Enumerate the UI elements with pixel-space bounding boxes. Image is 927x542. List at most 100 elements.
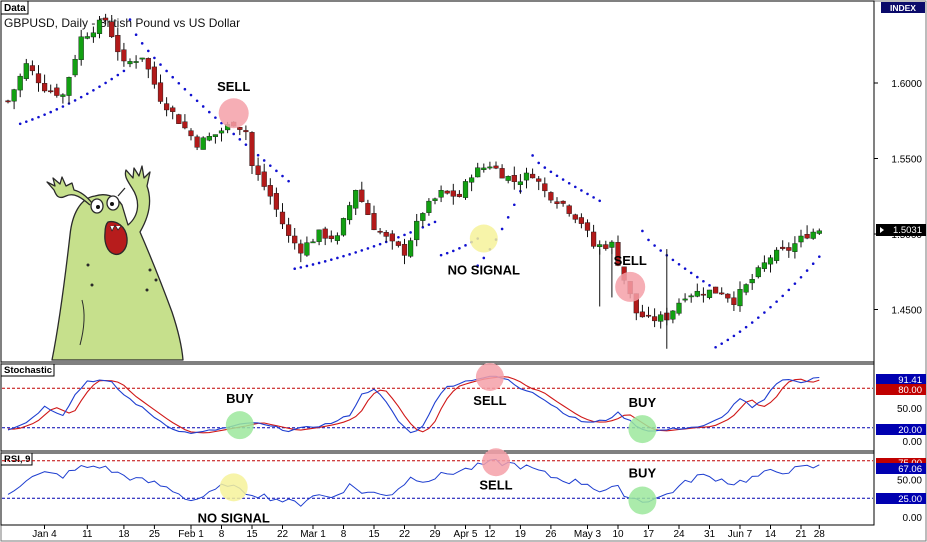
candle	[395, 240, 402, 248]
candle	[371, 205, 377, 231]
signal-label: SELL	[217, 79, 250, 94]
sar-dot	[793, 282, 797, 285]
stochastic-tab[interactable]: Stochastic	[0, 363, 55, 377]
sar-dot	[171, 75, 174, 79]
candle	[658, 311, 664, 329]
candle	[444, 190, 450, 195]
sar-dot	[458, 246, 461, 250]
sar-dot	[104, 81, 107, 85]
candle	[139, 57, 145, 62]
sar-dot	[269, 164, 272, 167]
candle	[200, 136, 206, 150]
candle	[127, 58, 133, 68]
sar-dot	[671, 258, 675, 262]
signal-sell-marker: SELL	[479, 448, 513, 492]
time-tick-label: 19	[515, 529, 527, 540]
rsi-tick-label: 0.00	[903, 513, 923, 524]
time-tick-label: 26	[545, 529, 557, 540]
candlestick-series	[5, 13, 822, 349]
sar-dot	[31, 118, 34, 121]
candle	[334, 232, 341, 245]
sar-dot	[159, 63, 162, 66]
signal-sell-marker: SELL	[473, 362, 507, 408]
sar-dot	[427, 223, 431, 226]
candle	[115, 27, 121, 61]
candle	[157, 74, 164, 104]
sar-dot	[744, 325, 748, 329]
candle	[725, 293, 731, 303]
candle	[90, 26, 97, 43]
sar-dot	[574, 185, 577, 189]
candle	[767, 254, 774, 273]
candle	[572, 213, 578, 224]
sar-dot	[726, 338, 730, 342]
stochastic-panel	[0, 363, 875, 452]
sar-dot	[696, 275, 699, 279]
stoch-tick-label: 50.00	[897, 404, 922, 415]
sar-dot	[787, 288, 791, 292]
candle	[798, 229, 804, 248]
sar-dot	[805, 269, 809, 272]
sar-dot	[598, 199, 601, 203]
sar-dot	[775, 300, 778, 303]
candle	[737, 281, 743, 312]
sar-dot	[757, 316, 760, 319]
stoch-overbought-value: 80.00	[898, 385, 922, 396]
candle	[542, 177, 548, 198]
candle	[316, 229, 322, 246]
sar-dot	[647, 238, 650, 242]
signal-markers: SELL NO SIGNAL SELL BUY SELL BUY NO SIGNAL SELL…	[198, 79, 657, 525]
sar-dot	[336, 256, 339, 260]
sar-dot	[293, 267, 297, 271]
candle	[517, 174, 524, 194]
time-tick-label: May 3	[574, 529, 602, 540]
sar-dot	[134, 33, 138, 37]
candle	[786, 242, 792, 258]
time-tick-label: 25	[149, 529, 161, 540]
candle	[810, 228, 816, 240]
rsi-tab[interactable]: RSI, 9	[0, 452, 33, 466]
candle	[792, 236, 798, 259]
sar-dot	[61, 105, 65, 108]
candle	[102, 13, 109, 25]
stoch-k-line	[7, 375, 820, 434]
stoch-tick-label: 0.00	[903, 437, 923, 448]
sar-dot	[342, 254, 345, 258]
candle	[639, 304, 646, 318]
candle	[408, 237, 414, 258]
candle	[505, 175, 511, 184]
sar-dot	[409, 231, 412, 234]
candle	[5, 99, 11, 104]
candle	[816, 228, 822, 236]
candle	[774, 247, 780, 264]
sar-dot	[372, 244, 376, 248]
signal-buy-marker: BUY	[628, 395, 656, 444]
sar-dot	[818, 255, 821, 258]
sar-dot	[738, 330, 742, 333]
sar-dot	[720, 342, 723, 345]
candle	[426, 198, 432, 216]
sar-dot	[348, 253, 351, 256]
candle	[450, 183, 456, 205]
sar-dot	[549, 170, 553, 174]
rsi-series-line	[7, 458, 820, 507]
signal-label: NO SIGNAL	[198, 510, 270, 525]
stochastic-tab-label: Stochastic	[4, 365, 52, 376]
price-tab[interactable]: Data	[0, 0, 29, 15]
candle	[475, 162, 481, 178]
time-tick-label: Jan 4	[32, 529, 57, 540]
sar-dot	[799, 275, 803, 279]
sar-dot	[305, 264, 309, 268]
time-tick-label: Feb 1	[178, 529, 204, 540]
sar-dot	[702, 279, 705, 283]
sar-dot	[49, 110, 52, 114]
candle	[11, 88, 17, 110]
sar-dot	[513, 203, 516, 207]
candle	[603, 240, 609, 251]
time-tick-label: 18	[118, 529, 130, 540]
sar-dot	[122, 69, 126, 73]
sar-dot	[531, 154, 534, 157]
sar-dot	[683, 267, 687, 270]
